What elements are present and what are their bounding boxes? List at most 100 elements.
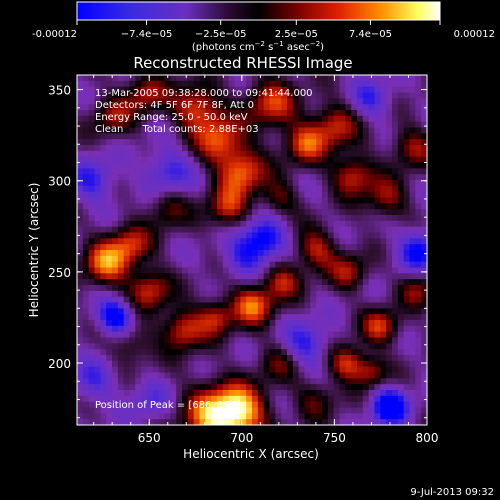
heatmap-cell <box>152 162 160 169</box>
heatmap-cell <box>292 343 300 350</box>
heatmap-cell <box>205 325 212 333</box>
heatmap-cell <box>147 232 154 239</box>
heatmap-cell <box>287 261 294 268</box>
heatmap-cell <box>100 203 107 210</box>
heatmap-cell <box>147 150 154 158</box>
heatmap-cell <box>193 121 200 128</box>
heatmap-cell <box>345 273 352 280</box>
heatmap-cell <box>287 174 294 181</box>
heatmap-cell <box>199 80 206 88</box>
heatmap-cell <box>351 331 358 338</box>
heatmap-cell <box>88 191 95 198</box>
heatmap-cell <box>164 80 171 88</box>
heatmap-cell <box>88 139 95 146</box>
heatmap-cell <box>88 401 95 408</box>
heatmap-cell <box>386 250 393 257</box>
heatmap-cell <box>287 191 294 198</box>
heatmap-cell <box>351 127 358 134</box>
heatmap-cell <box>88 133 95 140</box>
heatmap-cell <box>304 139 311 146</box>
heatmap-cell <box>316 308 323 315</box>
heatmap-cell <box>392 121 399 128</box>
heatmap-cell <box>211 92 218 99</box>
heatmap-cell <box>77 191 84 198</box>
heatmap-cell <box>351 121 358 128</box>
heatmap-cell <box>176 366 183 373</box>
heatmap-cell <box>362 75 370 82</box>
heatmap-cell <box>386 390 393 397</box>
heatmap-cell <box>147 419 154 426</box>
heatmap-cell <box>310 390 317 397</box>
heatmap-cell <box>421 343 428 350</box>
heatmap-cell <box>287 139 294 146</box>
heatmap-cell <box>397 267 405 274</box>
heatmap-cell <box>228 285 235 292</box>
heatmap-cell <box>322 325 329 333</box>
heatmap-cell <box>112 302 119 309</box>
heatmap-cell <box>281 390 288 397</box>
heatmap-cell <box>316 267 323 274</box>
heatmap-cell <box>257 250 265 257</box>
heatmap-cell <box>345 104 352 111</box>
heatmap-cell <box>345 279 352 286</box>
heatmap-cell <box>199 401 206 408</box>
heatmap-cell <box>409 115 416 123</box>
heatmap-cell <box>252 92 259 99</box>
heatmap-cell <box>152 401 160 408</box>
heatmap-cell <box>322 226 329 233</box>
heatmap-cell <box>170 226 177 233</box>
heatmap-cell <box>263 255 270 263</box>
heatmap-cell <box>409 185 416 193</box>
heatmap-cell <box>339 127 346 134</box>
heatmap-cell <box>374 162 381 169</box>
heatmap-cell <box>269 232 276 239</box>
heatmap-cell <box>281 226 288 233</box>
heatmap-cell <box>170 401 177 408</box>
heatmap-cell <box>199 115 206 123</box>
heatmap-cell <box>403 302 410 309</box>
heatmap-cell <box>205 413 212 420</box>
heatmap-cell <box>339 267 346 274</box>
heatmap-cell <box>193 133 200 140</box>
heatmap-cell <box>392 343 399 350</box>
heatmap-cell <box>117 360 125 368</box>
heatmap-cell <box>298 314 305 321</box>
heatmap-cell <box>246 337 253 344</box>
heatmap-cell <box>193 232 200 239</box>
heatmap-cell <box>392 261 399 268</box>
heatmap-cell <box>415 360 422 368</box>
heatmap-cell <box>339 285 346 292</box>
heatmap-cell <box>158 308 165 315</box>
heatmap-cell <box>257 92 265 99</box>
heatmap-cell <box>275 325 282 333</box>
heatmap-cell <box>310 191 317 198</box>
heatmap-cell <box>94 349 101 356</box>
heatmap-cell <box>106 401 113 408</box>
heatmap-cell <box>327 98 335 105</box>
heatmap-cell <box>135 92 142 99</box>
heatmap-cell <box>322 290 329 298</box>
heatmap-cell <box>199 407 206 414</box>
heatmap-cell <box>240 191 247 198</box>
heatmap-cell <box>77 156 84 163</box>
heatmap-cell <box>310 314 317 321</box>
heatmap-cell <box>345 349 352 356</box>
heatmap-cell <box>380 285 387 292</box>
heatmap-cell <box>94 115 101 123</box>
heatmap-cell <box>362 238 370 245</box>
heatmap-cell <box>380 366 387 373</box>
heatmap-cell <box>322 343 329 350</box>
heatmap-cell <box>141 180 148 187</box>
heatmap-cell <box>351 150 358 158</box>
heatmap-cell <box>193 419 200 426</box>
heatmap-cell <box>100 413 107 420</box>
heatmap-cell <box>269 168 276 175</box>
heatmap-cell <box>374 390 381 397</box>
heatmap-cell <box>298 209 305 216</box>
heatmap-cell <box>123 419 130 426</box>
heatmap-cell <box>269 191 276 198</box>
heatmap-cell <box>82 355 90 362</box>
heatmap-cell <box>141 86 148 93</box>
heatmap-cell <box>252 384 259 391</box>
heatmap-cell <box>292 86 300 93</box>
